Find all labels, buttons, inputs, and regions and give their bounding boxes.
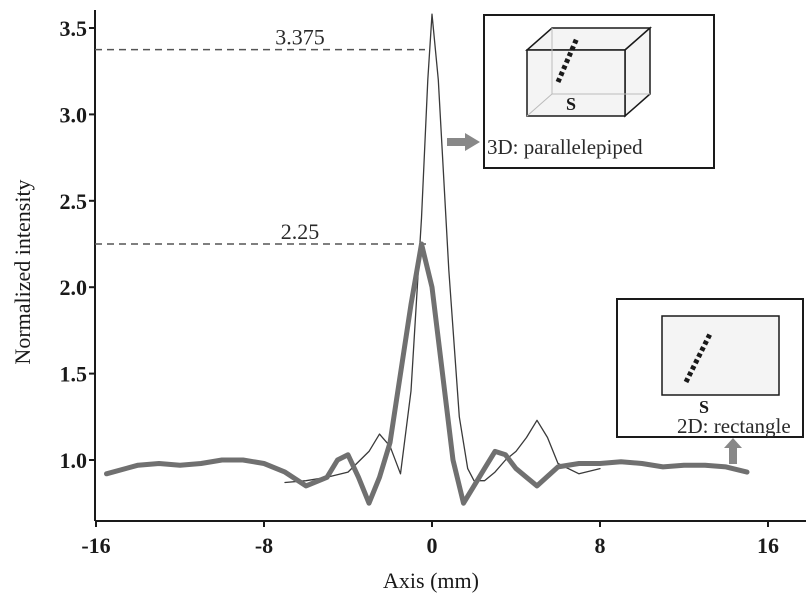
y-tick-label: 2.5 [60, 189, 88, 214]
inset-2d-label: 2D: rectangle [677, 414, 791, 438]
y-tick-label: 1.5 [60, 362, 88, 387]
y-tick-label: 3.0 [60, 102, 88, 127]
x-tick-label: 16 [757, 533, 779, 558]
x-tick-label: 8 [595, 533, 606, 558]
y-axis-label: Normalized intensity [10, 179, 35, 364]
y-tick-label: 3.5 [60, 16, 88, 41]
source-label-2d: S [699, 397, 709, 417]
reference-value-0: 3.375 [275, 25, 325, 50]
series-line-thick [104, 241, 750, 506]
parallelepiped-hidden-edges [526, 28, 650, 117]
inset-2d: S 2D: rectangle [616, 298, 804, 438]
source-dotted-line-3d [555, 37, 580, 83]
x-axis-label: Axis (mm) [383, 568, 479, 593]
parallelepiped-icon [525, 26, 652, 118]
x-tick-label: -8 [255, 533, 273, 558]
series-lines [104, 13, 750, 506]
x-tick-label: 0 [427, 533, 438, 558]
inset-3d: S 3D: parallelepiped [483, 14, 715, 169]
inset-3d-label: 3D: parallelepiped [487, 135, 643, 159]
source-label-3d: S [566, 94, 576, 114]
source-dotted-line-2d [683, 330, 714, 384]
reference-lines: 3.375 2.25 [95, 25, 428, 245]
y-tick-label: 1.0 [60, 448, 88, 473]
reference-value-1: 2.25 [281, 219, 320, 244]
rectangle-icon [661, 315, 780, 396]
series-line-thin [284, 13, 601, 484]
y-tick-label: 2.0 [60, 275, 88, 300]
x-tick-label: -16 [81, 533, 110, 558]
arrow-icon-right [447, 133, 480, 151]
arrow-icon-up [724, 438, 742, 464]
axes: -16 -8 0 8 16 1.0 1.5 2.0 2.5 3.0 3.5 [60, 10, 806, 558]
